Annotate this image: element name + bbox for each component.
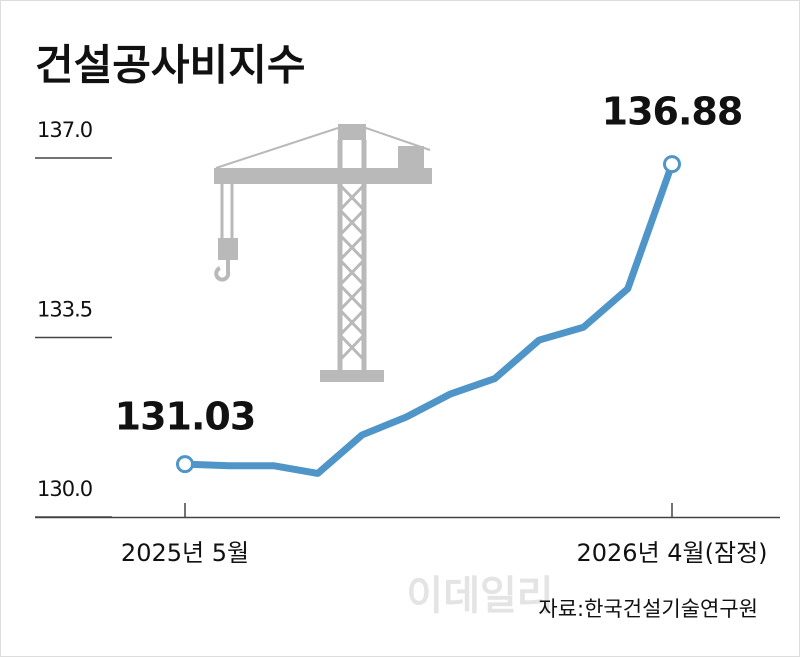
point-marker: [663, 155, 681, 174]
crane-illustration: [214, 124, 432, 382]
x-tick-label: 2025년 5월: [121, 539, 249, 567]
watermark: 이데일리: [406, 573, 553, 619]
chart-title: 건설공사비지수: [35, 41, 305, 90]
value-label: 131.03: [115, 395, 256, 439]
source: 자료:한국건설기술연구원: [538, 597, 758, 621]
x-tick-label: 2026년 4월(잠정): [576, 539, 767, 567]
value-label: 136.88: [602, 90, 743, 134]
y-tick-label: 133.5: [37, 298, 92, 322]
series-line: [184, 162, 676, 477]
y-tick-label: 130.0: [37, 477, 92, 501]
point-marker: [176, 455, 194, 474]
y-tick-label: 137.0: [37, 118, 92, 142]
